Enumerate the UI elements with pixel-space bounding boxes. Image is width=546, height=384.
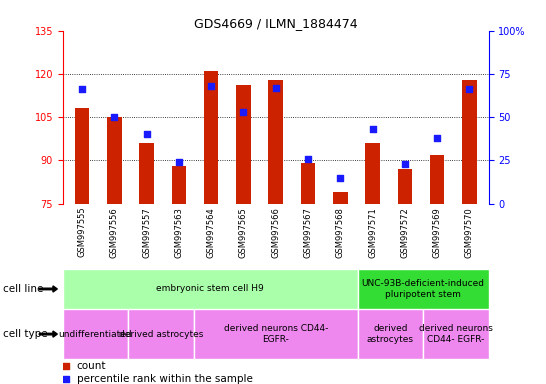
Point bbox=[432, 135, 441, 141]
Text: cell line: cell line bbox=[3, 284, 43, 294]
Point bbox=[78, 86, 86, 93]
Point bbox=[336, 174, 345, 181]
Bar bbox=[171, 166, 186, 204]
Point bbox=[239, 109, 248, 115]
Point bbox=[207, 83, 216, 89]
Text: derived
astrocytes: derived astrocytes bbox=[367, 324, 414, 344]
Text: count: count bbox=[76, 361, 106, 371]
Text: GSM997563: GSM997563 bbox=[174, 207, 183, 258]
Bar bbox=[462, 79, 477, 204]
Point bbox=[400, 161, 409, 167]
Text: UNC-93B-deficient-induced
pluripotent stem: UNC-93B-deficient-induced pluripotent st… bbox=[361, 279, 485, 299]
Text: GSM997556: GSM997556 bbox=[110, 207, 119, 258]
Text: GSM997566: GSM997566 bbox=[271, 207, 280, 258]
Bar bbox=[194, 309, 358, 359]
Bar bbox=[301, 163, 315, 204]
Point bbox=[143, 131, 151, 137]
Bar bbox=[358, 269, 489, 309]
Text: percentile rank within the sample: percentile rank within the sample bbox=[76, 374, 252, 384]
Bar bbox=[397, 169, 412, 204]
Bar bbox=[139, 143, 154, 204]
Bar bbox=[107, 117, 122, 204]
Bar bbox=[365, 143, 380, 204]
Bar bbox=[63, 309, 128, 359]
Point bbox=[304, 156, 312, 162]
Text: undifferentiated: undifferentiated bbox=[59, 329, 132, 339]
Point bbox=[465, 86, 474, 93]
Title: GDS4669 / ILMN_1884474: GDS4669 / ILMN_1884474 bbox=[194, 17, 358, 30]
Point bbox=[222, 319, 231, 325]
Bar bbox=[128, 309, 194, 359]
Bar bbox=[430, 155, 444, 204]
Text: derived neurons
CD44- EGFR-: derived neurons CD44- EGFR- bbox=[419, 324, 493, 344]
Bar bbox=[236, 86, 251, 204]
Text: GSM997565: GSM997565 bbox=[239, 207, 248, 258]
Text: GSM997572: GSM997572 bbox=[400, 207, 410, 258]
Text: GSM997567: GSM997567 bbox=[304, 207, 312, 258]
Text: GSM997570: GSM997570 bbox=[465, 207, 474, 258]
Bar bbox=[204, 71, 218, 204]
Text: cell type: cell type bbox=[3, 329, 48, 339]
Bar bbox=[358, 309, 423, 359]
Bar bbox=[75, 109, 90, 204]
Text: GSM997571: GSM997571 bbox=[368, 207, 377, 258]
Text: embryonic stem cell H9: embryonic stem cell H9 bbox=[156, 285, 264, 293]
Text: GSM997564: GSM997564 bbox=[207, 207, 216, 258]
Point bbox=[110, 114, 119, 120]
Text: derived neurons CD44-
EGFR-: derived neurons CD44- EGFR- bbox=[223, 324, 328, 344]
Text: GSM997569: GSM997569 bbox=[432, 207, 442, 258]
Text: GSM997555: GSM997555 bbox=[78, 207, 87, 257]
Point bbox=[368, 126, 377, 132]
Bar bbox=[63, 269, 358, 309]
Text: GSM997557: GSM997557 bbox=[142, 207, 151, 258]
Point bbox=[222, 205, 231, 211]
Point bbox=[175, 159, 183, 165]
Text: derived astrocytes: derived astrocytes bbox=[119, 329, 203, 339]
Bar bbox=[423, 309, 489, 359]
Point bbox=[271, 84, 280, 91]
Bar bbox=[269, 79, 283, 204]
Bar bbox=[333, 192, 347, 204]
Text: GSM997568: GSM997568 bbox=[336, 207, 345, 258]
